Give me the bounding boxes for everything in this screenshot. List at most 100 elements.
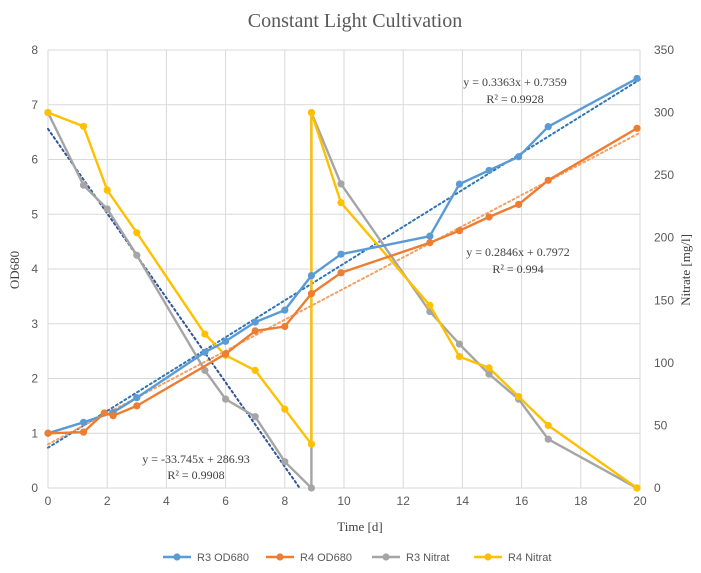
data-point [485, 364, 493, 372]
trendline-equation-r4-od: y = 0.2846x + 0.7972 [466, 245, 570, 259]
legend-swatch-marker [276, 553, 284, 561]
data-point [44, 108, 52, 117]
legend-swatch-marker [382, 553, 390, 561]
x-tick-label: 16 [515, 494, 529, 508]
data-point [307, 271, 316, 280]
data-point [426, 239, 434, 247]
x-tick-label: 6 [222, 494, 229, 508]
y-right-tick-label: 350 [654, 43, 674, 57]
x-tick-label: 12 [397, 494, 411, 508]
trendline [47, 127, 301, 489]
data-point [544, 123, 552, 131]
data-point [633, 124, 641, 132]
y-right-tick-label: 50 [654, 418, 668, 432]
y-left-tick-label: 5 [31, 207, 38, 221]
data-point [455, 353, 464, 361]
data-point [337, 269, 345, 277]
series-lines [44, 74, 641, 492]
data-point [133, 251, 141, 259]
data-point [337, 180, 345, 188]
x-tick-label: 8 [281, 494, 288, 508]
x-axis-label: Time [d] [337, 519, 382, 534]
data-point [281, 405, 289, 413]
y-right-tick-label: 0 [654, 481, 661, 495]
data-point [201, 330, 209, 338]
legend-swatch-marker [173, 553, 181, 561]
data-point [281, 322, 289, 331]
data-point [515, 200, 523, 208]
trendline-equation-r3-nitrat: y = -33.745x + 286.93 [142, 452, 250, 466]
series-line [46, 111, 638, 490]
x-tick-label: 0 [45, 494, 52, 508]
data-point [251, 318, 259, 326]
legend-label: R4 OD680 [300, 552, 352, 564]
trendline [47, 78, 641, 449]
data-point [133, 229, 141, 237]
chart-title: Constant Light Cultivation [248, 10, 462, 32]
y-right-axis-label: Nitrate [mg/l] [678, 234, 693, 306]
data-point [307, 440, 316, 448]
y-right-tick-label: 200 [654, 231, 674, 245]
data-point [44, 429, 52, 437]
data-point [103, 205, 111, 213]
series-line [47, 127, 638, 435]
trendline-label-r4-od: y = 0.2846x + 0.7972 R² = 0.994 [466, 245, 570, 276]
y-left-tick-label: 1 [31, 426, 38, 440]
series-line [47, 77, 638, 435]
data-point [79, 122, 88, 130]
trendline-r2-r3-od: R² = 0.9928 [486, 92, 543, 106]
data-point [251, 413, 259, 421]
data-point [201, 348, 209, 356]
data-point [544, 176, 552, 184]
data-point [633, 74, 641, 83]
data-point [426, 232, 434, 240]
data-point [485, 213, 493, 221]
trendline-r2-r4-od: R² = 0.994 [492, 262, 543, 276]
data-point [222, 350, 230, 358]
y-left-tick-label: 8 [31, 43, 38, 57]
data-point [455, 180, 464, 188]
data-point [544, 421, 552, 430]
x-tick-label: 2 [104, 494, 111, 508]
data-point [251, 366, 259, 374]
data-point [337, 250, 345, 258]
data-point [455, 340, 464, 348]
legend-label: R4 Nitrat [508, 552, 551, 564]
data-point [515, 153, 523, 161]
data-point [307, 484, 316, 492]
series-line [47, 111, 638, 489]
legend: R3 OD680 R4 OD680 R3 Nitrat R4 Nitrat [163, 552, 551, 564]
y-left-tick-label: 6 [31, 153, 38, 167]
x-tick-label: 14 [456, 494, 470, 508]
y-left-tick-label: 0 [31, 481, 38, 495]
data-point [281, 306, 289, 314]
data-point [307, 108, 316, 117]
y-left-axis-label: OD680 [7, 251, 22, 289]
trendline-label-r3-nitrat: y = -33.745x + 286.93 R² = 0.9908 [142, 452, 250, 482]
data-point [485, 166, 493, 175]
data-point [133, 394, 141, 402]
data-point [79, 418, 88, 426]
data-point [222, 337, 230, 345]
data-point [109, 412, 117, 420]
data-point [103, 186, 111, 194]
data-point [251, 327, 259, 335]
x-tick-label: 4 [163, 494, 170, 508]
y-right-tick-label: 100 [654, 356, 674, 370]
legend-label: R3 Nitrat [406, 552, 449, 564]
trendline-equation-r3-od: y = 0.3363x + 0.7359 [463, 75, 567, 89]
trendline-label-r3-od: y = 0.3363x + 0.7359 R² = 0.9928 [463, 75, 567, 106]
data-point [281, 458, 289, 466]
x-tick-label: 18 [574, 494, 588, 508]
x-tick-label: 10 [337, 494, 351, 508]
data-point [307, 290, 316, 298]
data-point [455, 227, 464, 235]
data-point [100, 409, 108, 417]
data-point [222, 395, 230, 403]
y-left-tick-label: 7 [31, 98, 38, 112]
x-tick-label: 20 [633, 494, 647, 508]
data-point [133, 402, 141, 410]
y-left-tick-label: 2 [31, 372, 38, 386]
data-point [633, 484, 641, 492]
